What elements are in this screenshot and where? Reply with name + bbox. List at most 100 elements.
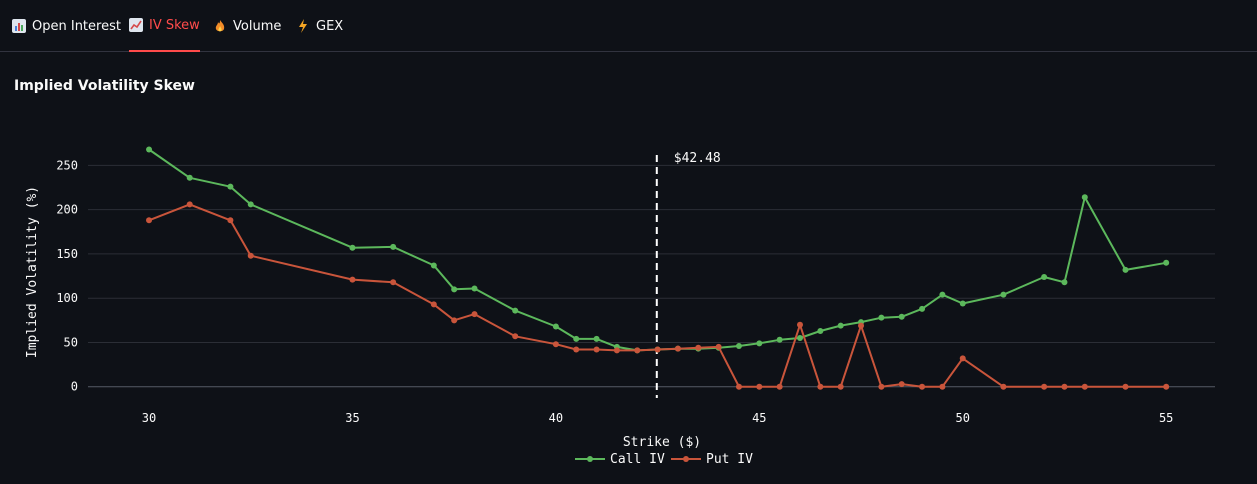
tab-open-interest[interactable]: Open Interest [12,0,121,52]
data-point[interactable] [1122,383,1129,390]
x-tick-label: 55 [1159,411,1173,425]
bar-chart-icon [12,19,26,33]
data-point[interactable] [919,305,926,312]
x-axis-label: Strike ($) [623,435,701,450]
data-point[interactable] [1122,266,1129,273]
data-point[interactable] [227,217,234,224]
legend: Call IV Put IV [575,452,753,467]
data-point[interactable] [634,347,641,354]
data-point[interactable] [573,335,580,342]
data-point[interactable] [1000,291,1007,298]
tab-bar: Open Interest IV Skew Volume GEX [0,0,1257,52]
data-point[interactable] [817,383,824,390]
data-point[interactable] [471,285,478,292]
axes: Strike ($) Implied Volatility (%) 0 50 100… [25,158,1173,450]
y-tick-label: 50 [64,335,78,349]
data-point[interactable] [776,383,783,390]
data-point[interactable] [1041,383,1048,390]
data-point[interactable] [735,383,742,390]
data-point[interactable] [451,286,458,293]
y-axis-label: Implied Volatility (%) [25,186,40,358]
lightning-icon [296,19,310,33]
data-point[interactable] [654,346,661,353]
data-point[interactable] [858,322,865,329]
section-title: Implied Volatility Skew [14,78,195,94]
data-point[interactable] [593,335,600,342]
data-point[interactable] [451,317,458,324]
data-point[interactable] [1000,383,1007,390]
data-point[interactable] [186,174,193,181]
data-point[interactable] [430,301,437,308]
data-point[interactable] [613,347,620,354]
spot-price-label: $42.48 [674,151,721,166]
data-point[interactable] [1081,383,1088,390]
data-point[interactable] [1061,279,1068,286]
tab-iv-skew[interactable]: IV Skew [129,0,200,52]
legend-item-put[interactable]: Put IV [671,452,753,467]
tab-volume[interactable]: Volume [213,0,281,52]
data-point[interactable] [776,336,783,343]
data-point[interactable] [471,311,478,318]
data-point[interactable] [837,383,844,390]
data-point[interactable] [939,291,946,298]
data-point[interactable] [512,333,519,340]
data-point[interactable] [756,383,763,390]
data-point[interactable] [797,335,804,342]
data-point[interactable] [878,314,885,321]
tab-label: Volume [233,18,282,34]
data-point[interactable] [349,244,356,251]
y-tick-label: 150 [56,247,78,261]
data-point[interactable] [1163,259,1170,266]
data-point[interactable] [715,343,722,350]
legend-label-put: Put IV [706,452,753,467]
data-point[interactable] [674,345,681,352]
data-point[interactable] [1163,383,1170,390]
data-point[interactable] [1081,194,1088,201]
data-point[interactable] [1041,273,1048,280]
x-tick-label: 35 [345,411,359,425]
data-point[interactable] [959,300,966,307]
data-point[interactable] [695,344,702,351]
data-point[interactable] [390,243,397,250]
data-point[interactable] [186,201,193,208]
tab-label: IV Skew [149,17,200,33]
data-point[interactable] [756,340,763,347]
fire-icon [213,19,227,33]
series-put-iv [146,201,1170,390]
data-point[interactable] [146,217,153,224]
x-tick-label: 40 [549,411,563,425]
data-point[interactable] [573,346,580,353]
line-chart-icon [129,18,143,32]
y-tick-label: 0 [71,380,78,394]
x-tick-label: 50 [956,411,970,425]
x-tick-label: 45 [752,411,766,425]
y-tick-label: 100 [56,291,78,305]
tab-label: GEX [316,18,344,34]
data-point[interactable] [390,279,397,286]
data-point[interactable] [898,313,905,320]
data-point[interactable] [735,343,742,349]
legend-label-call: Call IV [610,452,665,467]
data-point[interactable] [349,276,356,283]
data-point[interactable] [146,146,153,153]
data-point[interactable] [552,341,559,348]
legend-item-call[interactable]: Call IV [575,452,665,467]
data-point[interactable] [817,327,824,334]
data-point[interactable] [837,322,844,329]
tab-gex[interactable]: GEX [296,0,343,52]
data-point[interactable] [593,346,600,353]
data-point[interactable] [512,307,519,314]
data-point[interactable] [797,321,804,328]
data-point[interactable] [959,355,966,362]
data-point[interactable] [1061,383,1068,390]
data-point[interactable] [898,381,905,388]
data-point[interactable] [552,323,559,330]
data-point[interactable] [247,252,254,259]
data-point[interactable] [919,383,926,390]
y-tick-label: 250 [56,158,78,172]
data-point[interactable] [878,383,885,390]
data-point[interactable] [939,383,946,390]
data-point[interactable] [430,262,437,269]
data-point[interactable] [227,183,234,190]
data-point[interactable] [247,201,254,208]
